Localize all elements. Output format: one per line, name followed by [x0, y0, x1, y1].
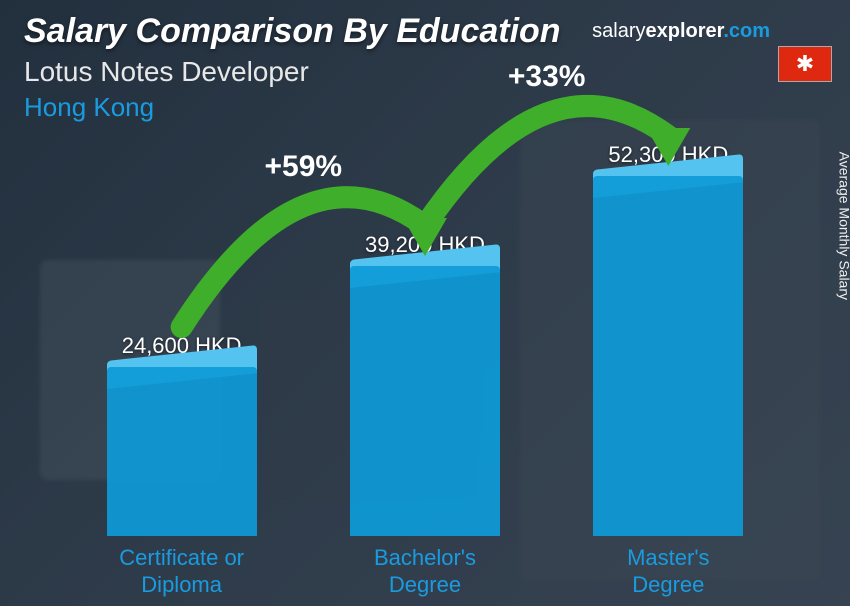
increment-arc [182, 197, 425, 327]
y-axis-label: Average Monthly Salary [836, 152, 850, 300]
x-axis-label: Certificate orDiploma [82, 545, 282, 598]
increment-arcs: +59% +33% [60, 16, 790, 536]
arrow-down-icon [646, 128, 690, 166]
x-axis-label: Bachelor'sDegree [325, 545, 525, 598]
infographic-stage: Salary Comparison By Education Lotus Not… [0, 0, 850, 606]
flag-flower-icon: ✱ [796, 53, 814, 75]
increment-pct-label: +33% [508, 60, 586, 93]
x-axis-label: Master'sDegree [568, 545, 768, 598]
x-axis-labels: Certificate orDiploma Bachelor'sDegree Mas… [60, 545, 790, 598]
increment-arc [425, 106, 668, 226]
salary-bar-chart: 24,600 HKD39,200 HKD52,300 HKD +59%+33% [60, 136, 790, 536]
increment-pct-label: +59% [265, 150, 343, 183]
